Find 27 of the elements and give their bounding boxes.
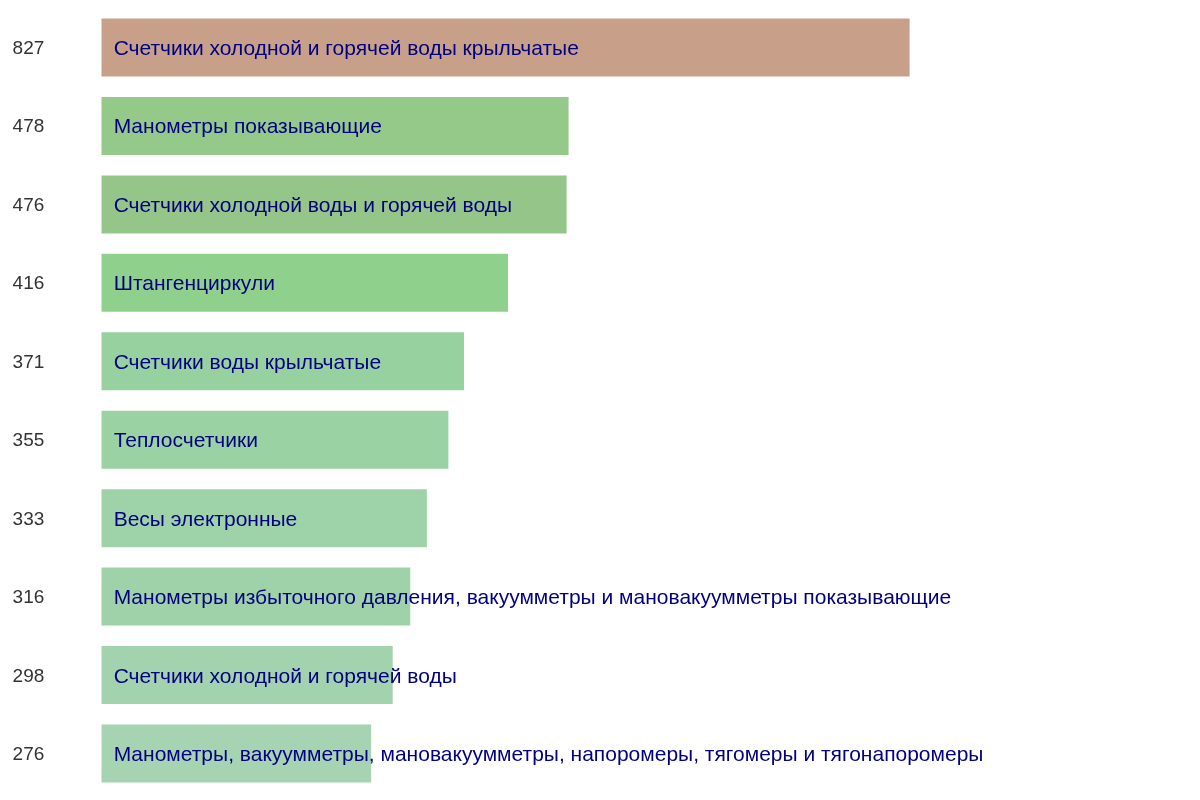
- bar: [101, 332, 465, 391]
- data-label: 276: [12, 742, 45, 764]
- y-tick-label: Весы электронные: [113, 506, 298, 530]
- y-tick-label: Теплосчетчики: [113, 428, 258, 452]
- data-label: 298: [12, 664, 45, 686]
- y-tick-label: Счетчики воды крыльчатые: [113, 349, 382, 373]
- bar: [101, 253, 508, 312]
- data-label: 316: [12, 586, 45, 608]
- data-label: 476: [12, 193, 45, 215]
- y-tick-label: Манометры избыточного давления, вакуумметры и мановакуумметры показывающие: [113, 585, 952, 609]
- bar: [101, 410, 449, 469]
- y-tick-label: Счетчики холодной воды и горячей воды: [113, 192, 513, 216]
- bar: [101, 96, 569, 156]
- y-tick-label: Манометры, вакуумметры, мановакуумметры, напоромеры, тягомеры и тягонапоромеры: [113, 741, 984, 765]
- data-label: 827: [12, 37, 45, 59]
- bar: [101, 489, 427, 548]
- y-tick-label: Счетчики холодной и горячей воды крыльчатые: [113, 36, 579, 60]
- data-label: 478: [12, 115, 45, 137]
- y-tick-label: Счетчики холодной и горячей воды: [113, 663, 457, 687]
- y-tick-label: Штангенциркули: [113, 271, 275, 295]
- data-label: 416: [12, 272, 45, 294]
- data-label: 371: [12, 350, 45, 372]
- data-label: 333: [12, 507, 45, 529]
- y-tick-label: Манометры показывающие: [113, 114, 382, 138]
- bar: [101, 18, 910, 77]
- data-label: 355: [12, 429, 45, 451]
- bar: [101, 175, 567, 234]
